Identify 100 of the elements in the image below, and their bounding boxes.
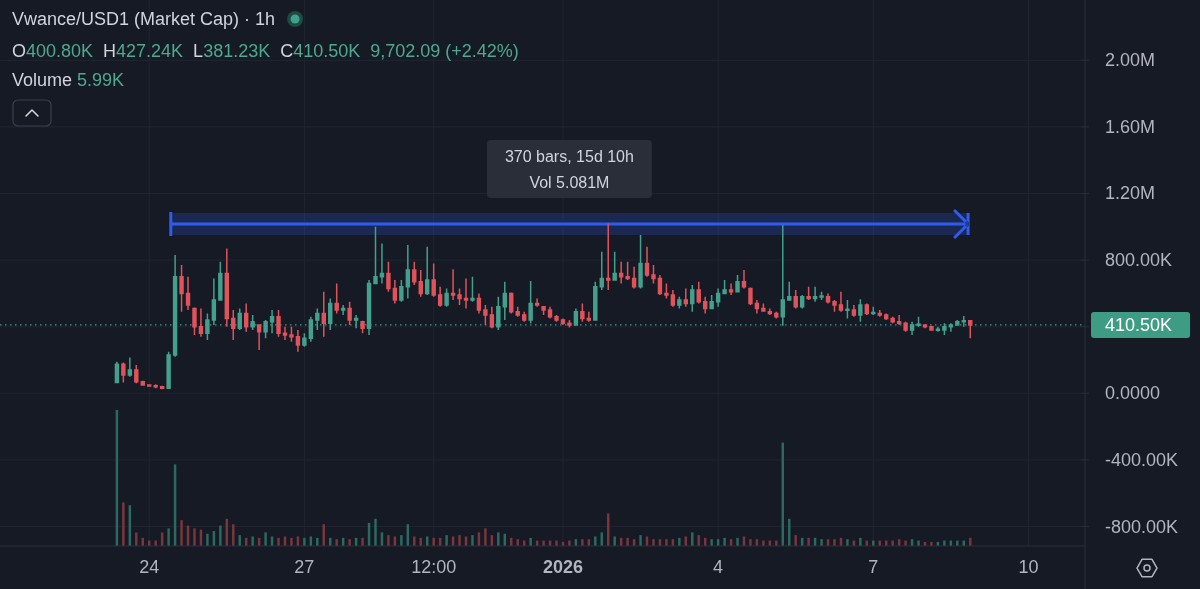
bar — [206, 533, 209, 546]
candlestick — [638, 234, 643, 290]
bar — [613, 536, 616, 546]
candlestick — [425, 246, 430, 296]
candlestick — [334, 282, 339, 315]
candlestick — [256, 323, 262, 351]
candlestick — [838, 290, 844, 313]
candlestick — [179, 264, 184, 313]
y-tick-label: 1.20M — [1105, 183, 1156, 204]
candlestick — [832, 299, 837, 313]
candlestick — [896, 314, 902, 326]
candlestick — [735, 274, 740, 293]
candlestick — [819, 290, 824, 301]
bar — [820, 539, 823, 546]
bar — [251, 536, 254, 546]
bar — [471, 535, 474, 546]
bar — [432, 537, 435, 546]
candlestick — [851, 304, 857, 318]
candlestick — [948, 322, 954, 333]
bar — [652, 539, 655, 546]
candlestick — [715, 287, 721, 308]
candlestick — [340, 304, 346, 316]
candlestick — [825, 292, 831, 305]
candlestick — [373, 226, 378, 285]
bar — [794, 535, 797, 546]
candlestick — [360, 320, 365, 335]
candlestick — [722, 279, 727, 295]
candlestick — [845, 299, 850, 320]
candlestick — [618, 261, 624, 285]
candlestick — [431, 262, 436, 298]
candlestick — [670, 289, 676, 308]
candlestick — [651, 264, 656, 285]
candlestick — [787, 280, 792, 301]
candlestick — [858, 298, 863, 323]
y-tick-label: 2.00M — [1105, 50, 1156, 71]
candlestick — [483, 304, 488, 326]
candlestick — [709, 294, 714, 310]
candlestick — [767, 307, 773, 316]
candlestick — [625, 261, 630, 281]
candlestick — [922, 323, 928, 330]
candlestick — [612, 251, 617, 281]
candlestick — [567, 319, 572, 329]
candlestick — [534, 297, 540, 308]
candlestick — [386, 261, 391, 293]
bar — [639, 535, 642, 546]
candlestick — [282, 325, 288, 341]
candlestick — [664, 282, 669, 300]
bar — [956, 540, 959, 546]
candlestick — [968, 319, 973, 340]
bar — [710, 539, 713, 546]
bar — [833, 539, 836, 546]
y-tick-label: 1.60M — [1105, 116, 1156, 137]
bar — [167, 528, 170, 546]
candlestick — [884, 312, 889, 321]
candlestick — [457, 287, 462, 306]
bar — [484, 528, 487, 546]
candlestick — [554, 314, 559, 323]
annotation: L381.23K — [193, 41, 271, 61]
candlestick — [754, 299, 760, 315]
bar — [555, 540, 558, 546]
candlestick — [541, 305, 546, 316]
candlestick — [871, 305, 876, 316]
annotation: Volume 5.99K — [12, 70, 125, 90]
candlestick — [243, 302, 249, 333]
bar — [943, 540, 946, 546]
bar — [348, 539, 351, 546]
band-label: 370 bars, 15d 10h Vol 5.081M — [504, 147, 634, 191]
candlestick — [515, 305, 520, 318]
candlestick — [379, 242, 385, 285]
text: Vwance/USD1 (Market Cap) · 1h — [12, 9, 276, 29]
bar — [335, 539, 338, 546]
bar — [316, 537, 319, 546]
candlestick — [631, 266, 637, 290]
candlestick — [127, 356, 133, 378]
bar — [626, 537, 629, 546]
candlestick — [321, 290, 326, 338]
x-tick-label: 27 — [294, 557, 315, 577]
y-tick-label: -800.00K — [1105, 516, 1179, 537]
bar — [303, 537, 306, 546]
y-tick-label: 800.00K — [1105, 250, 1173, 271]
bar — [807, 537, 810, 546]
candlestick — [761, 302, 766, 313]
candlestick — [166, 350, 171, 390]
x-tick-label: 12:00 — [411, 557, 457, 577]
bar — [180, 520, 183, 546]
bar — [859, 537, 862, 546]
bar — [413, 536, 416, 546]
bar — [917, 540, 920, 546]
candlestick — [198, 307, 204, 338]
bar — [568, 540, 571, 546]
bar — [594, 536, 597, 546]
bar — [581, 539, 584, 546]
bar — [122, 502, 125, 546]
candlestick — [463, 277, 469, 310]
candlestick — [489, 305, 495, 330]
candlestick — [444, 287, 449, 308]
y-tick-label: 0.0000 — [1105, 383, 1161, 404]
annotation: C410.50K — [280, 41, 361, 61]
candlestick — [392, 279, 398, 305]
candlestick — [606, 222, 611, 291]
